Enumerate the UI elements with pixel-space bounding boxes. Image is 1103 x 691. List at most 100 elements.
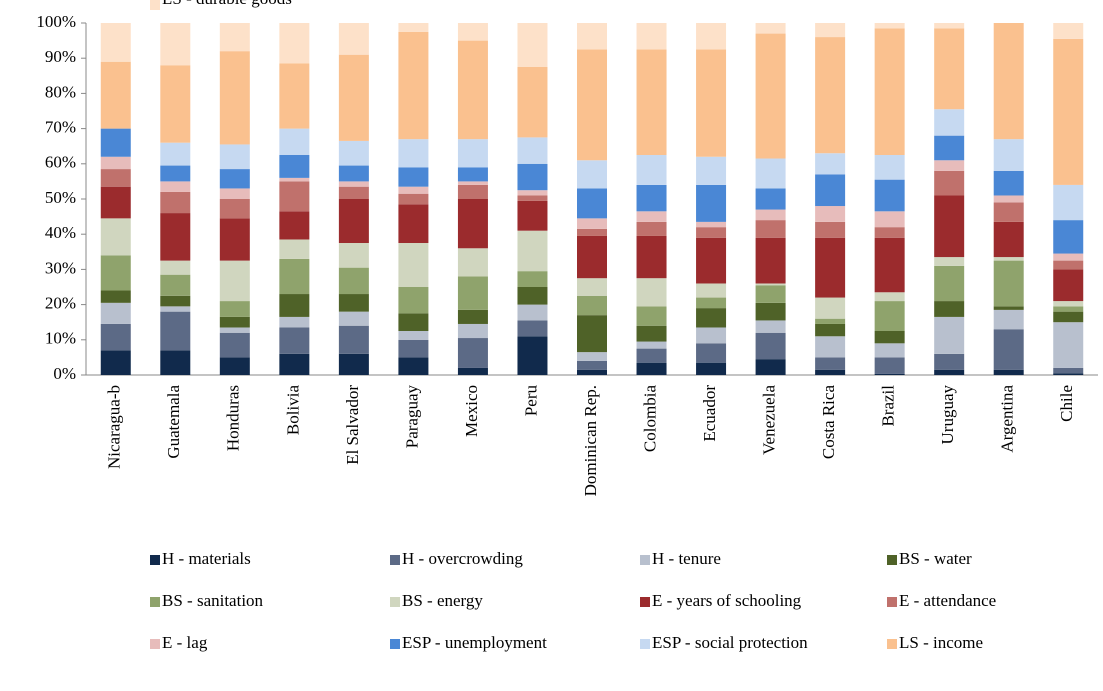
bar-segment	[100, 156, 131, 170]
x-tick-label: Colombia	[640, 385, 659, 453]
bar-segment	[755, 237, 786, 284]
bar-segment	[457, 40, 488, 140]
bar-segment	[219, 357, 250, 375]
bar-segment	[160, 165, 191, 182]
bar-segment	[457, 323, 488, 339]
y-tick-label: 90%	[45, 47, 76, 66]
bar-segment	[696, 49, 727, 157]
bar-segment	[815, 37, 846, 154]
bar-segment	[993, 309, 1024, 330]
bar-segment	[279, 294, 310, 317]
bar-segment	[636, 155, 667, 185]
bar-segment	[696, 297, 727, 309]
bar-segment	[279, 316, 310, 328]
legend-marker	[390, 555, 400, 565]
bar-segment	[338, 165, 369, 182]
bar-segment	[100, 218, 131, 256]
bar-segment	[696, 227, 727, 238]
bar-segment	[815, 237, 846, 298]
x-tick-label: Honduras	[224, 385, 243, 451]
bar-segment	[457, 367, 488, 375]
bar-segment	[1053, 253, 1084, 261]
bar-segment	[1053, 373, 1084, 375]
bar-segment	[517, 67, 548, 138]
bar-segment	[279, 63, 310, 129]
legend-label: E - attendance	[899, 591, 996, 610]
bar-segment	[577, 188, 607, 219]
y-tick-label: 10%	[45, 329, 76, 348]
legend-label: LS - income	[899, 633, 983, 652]
bar-segment	[219, 169, 250, 189]
bar-segment	[160, 191, 191, 214]
bar-segment	[160, 23, 191, 66]
x-tick-label: Peru	[521, 385, 540, 417]
bar-segment	[338, 243, 369, 268]
legend-label: H - materials	[162, 549, 251, 568]
bar-segment	[517, 336, 548, 375]
bar-segment	[874, 227, 905, 238]
bar-segment	[398, 186, 429, 194]
x-tick-label: Costa Rica	[819, 385, 838, 460]
bar-segment	[874, 155, 905, 180]
legend-marker	[150, 597, 160, 607]
bar-segment	[874, 292, 905, 302]
bar-segment	[398, 31, 429, 140]
bar-segment	[755, 320, 786, 333]
legend-label: H - tenure	[652, 549, 721, 568]
bar-segment	[457, 23, 488, 41]
bar-segment	[874, 211, 905, 228]
bar-segment	[517, 230, 548, 272]
bar-segment	[100, 186, 131, 219]
bar-segment	[398, 313, 429, 331]
legend-label: E - lag	[162, 633, 208, 652]
bar-segment	[279, 211, 310, 240]
bar-segment	[577, 278, 607, 296]
bar-segment	[696, 343, 727, 363]
legend-label: H - overcrowding	[402, 549, 523, 568]
bar-segment	[338, 181, 369, 187]
bar-segment	[517, 304, 548, 321]
bar-segment	[517, 195, 548, 201]
bar-segment	[874, 331, 905, 344]
x-tick-label: Chile	[1057, 385, 1076, 422]
bar-segment	[279, 327, 310, 354]
bar-segment	[1053, 306, 1084, 312]
bar-segment	[993, 369, 1024, 375]
bar-segment	[815, 318, 846, 324]
bar-segment	[279, 181, 310, 212]
bar-segment	[755, 33, 786, 159]
bar-segment	[755, 302, 786, 321]
bar-segment	[219, 23, 250, 52]
bar-segment	[160, 260, 191, 275]
y-tick-label: 20%	[45, 294, 76, 313]
bar-segment	[696, 184, 727, 222]
bar-segment	[160, 306, 191, 312]
bar-segment	[338, 353, 369, 375]
bar-segment	[874, 28, 905, 156]
bar-segment	[874, 23, 905, 29]
legend-marker	[390, 639, 400, 649]
y-tick-label: 60%	[45, 153, 76, 172]
x-tick-label: Argentina	[998, 385, 1017, 453]
x-tick-label: Guatemala	[164, 385, 183, 459]
bar-segment	[934, 257, 965, 266]
bar-segment	[934, 23, 965, 29]
bar-segment	[160, 142, 191, 166]
bar-segment	[874, 373, 905, 375]
legend-marker	[887, 555, 897, 565]
x-tick-label: Bolivia	[283, 385, 302, 436]
bar-segment	[219, 144, 250, 170]
bar-segment	[577, 352, 607, 361]
bar-segment	[934, 353, 965, 370]
bar-segment	[815, 221, 846, 238]
bar-segment	[577, 23, 607, 50]
bar-segment	[398, 331, 429, 340]
bar-segment	[755, 283, 786, 286]
bar-segment	[755, 332, 786, 360]
legend-marker	[887, 597, 897, 607]
bar-segment	[398, 243, 429, 287]
legend-label: BS - sanitation	[162, 591, 264, 610]
bar-segment	[874, 301, 905, 331]
x-tick-label: Paraguay	[402, 385, 421, 449]
